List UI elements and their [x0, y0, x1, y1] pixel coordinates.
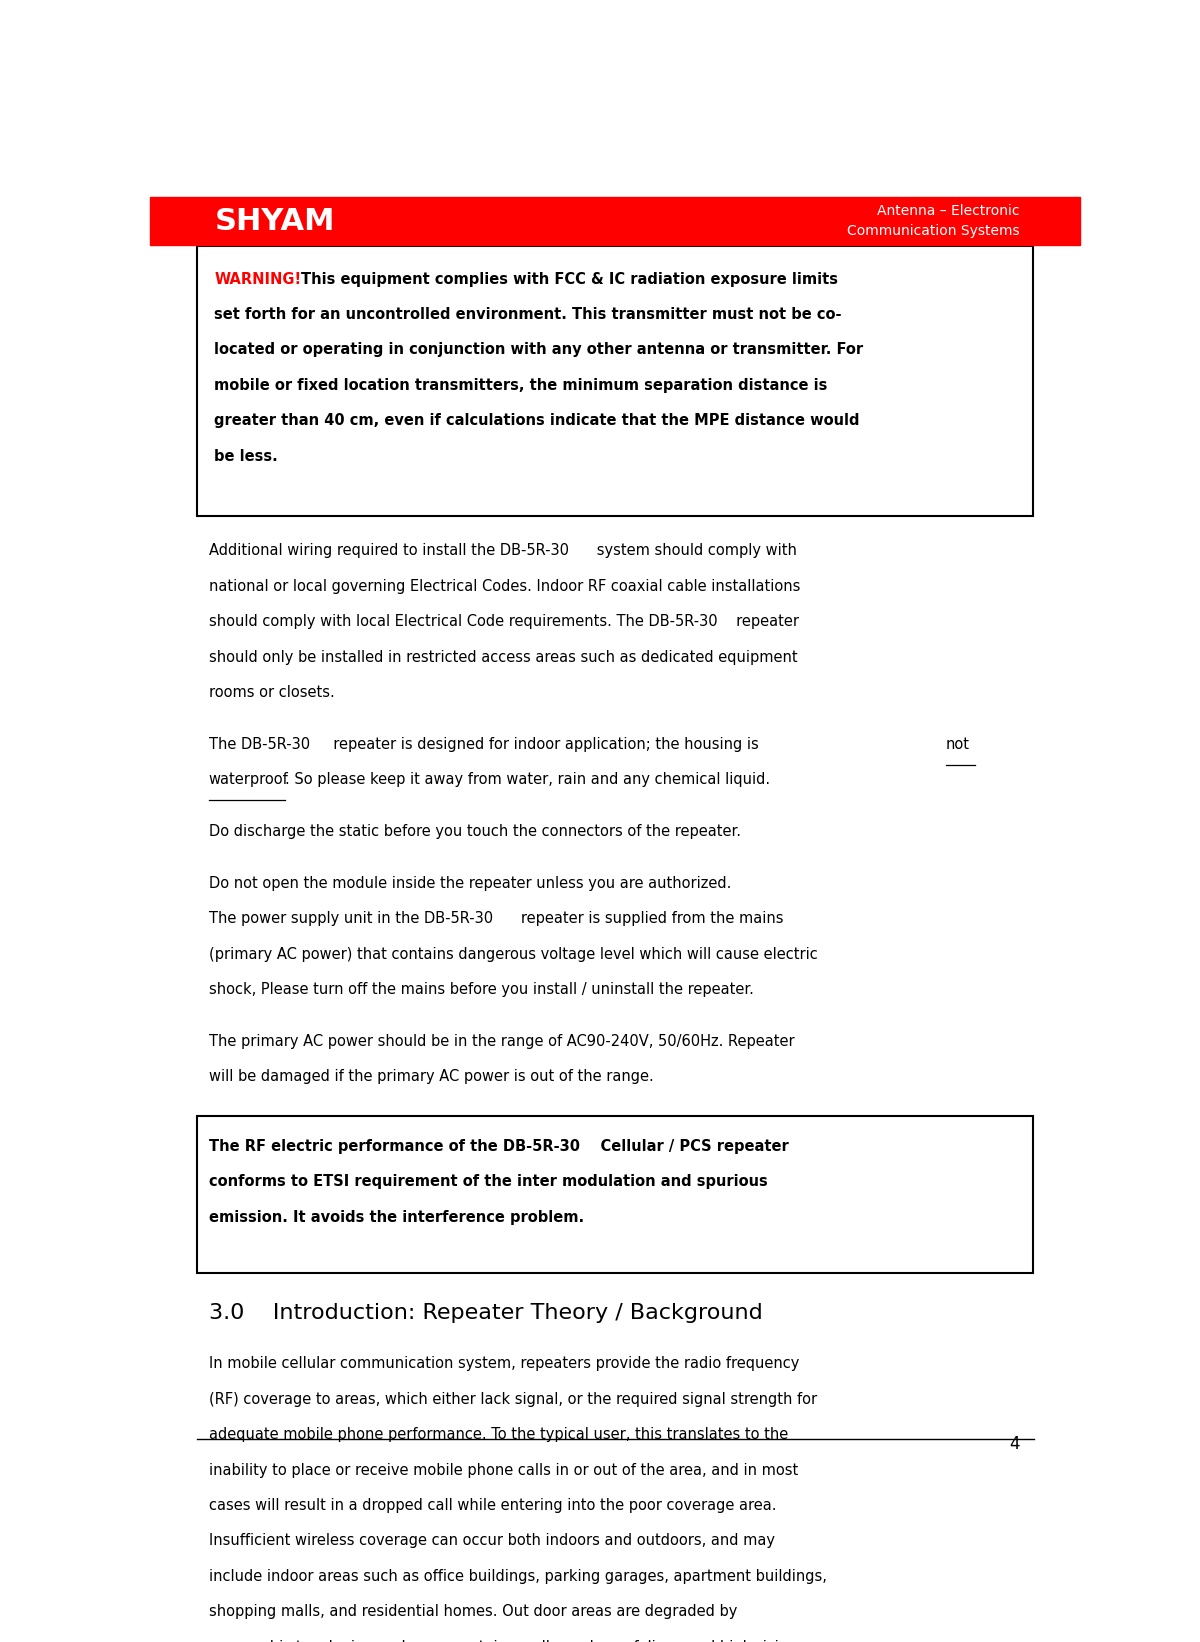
Text: Insufficient wireless coverage can occur both indoors and outdoors, and may: Insufficient wireless coverage can occur…	[209, 1534, 774, 1548]
FancyBboxPatch shape	[198, 1117, 1032, 1273]
Text: In mobile cellular communication system, repeaters provide the radio frequency: In mobile cellular communication system,…	[209, 1356, 799, 1371]
Text: 4: 4	[1009, 1435, 1020, 1453]
Text: Additional wiring required to install the DB-5R-30      system should comply wit: Additional wiring required to install th…	[209, 544, 797, 558]
Text: located or operating in conjunction with any other antenna or transmitter. For: located or operating in conjunction with…	[214, 343, 863, 358]
Text: Do not open the module inside the repeater unless you are authorized.: Do not open the module inside the repeat…	[209, 875, 731, 892]
Text: WARNING!: WARNING!	[214, 271, 301, 287]
Text: conforms to ETSI requirement of the inter modulation and spurious: conforms to ETSI requirement of the inte…	[209, 1174, 767, 1189]
Text: Do discharge the static before you touch the connectors of the repeater.: Do discharge the static before you touch…	[209, 824, 740, 839]
Text: The DB-5R-30     repeater is designed for indoor application; the housing is: The DB-5R-30 repeater is designed for in…	[209, 737, 763, 752]
Text: national or local governing Electrical Codes. Indoor RF coaxial cable installati: national or local governing Electrical C…	[209, 580, 800, 594]
Text: The primary AC power should be in the range of AC90-240V, 50/60Hz. Repeater: The primary AC power should be in the ra…	[209, 1034, 794, 1049]
Text: . So please keep it away from water, rain and any chemical liquid.: . So please keep it away from water, rai…	[284, 772, 770, 787]
Text: The power supply unit in the DB-5R-30      repeater is supplied from the mains: The power supply unit in the DB-5R-30 re…	[209, 911, 784, 926]
Text: should comply with local Electrical Code requirements. The DB-5R-30    repeater: should comply with local Electrical Code…	[209, 614, 798, 629]
Text: not: not	[946, 737, 970, 752]
Text: greater than 40 cm, even if calculations indicate that the MPE distance would: greater than 40 cm, even if calculations…	[214, 414, 859, 429]
FancyBboxPatch shape	[198, 246, 1032, 516]
Text: include indoor areas such as office buildings, parking garages, apartment buildi: include indoor areas such as office buil…	[209, 1568, 827, 1585]
Text: rooms or closets.: rooms or closets.	[209, 685, 335, 699]
Text: set forth for an uncontrolled environment. This transmitter must not be co-: set forth for an uncontrolled environmen…	[214, 307, 841, 322]
Text: mobile or fixed location transmitters, the minimum separation distance is: mobile or fixed location transmitters, t…	[214, 378, 828, 392]
Text: The RF electric performance of the DB-5R-30    Cellular / PCS repeater: The RF electric performance of the DB-5R…	[209, 1140, 788, 1154]
Bar	[150, 197, 1080, 245]
Text: cases will result in a dropped call while entering into the poor coverage area.: cases will result in a dropped call whil…	[209, 1498, 776, 1512]
Text: 3.0    Introduction: Repeater Theory / Background: 3.0 Introduction: Repeater Theory / Back…	[209, 1304, 762, 1323]
Text: waterproof: waterproof	[209, 772, 288, 787]
Text: (primary AC power) that contains dangerous voltage level which will cause electr: (primary AC power) that contains dangero…	[209, 947, 817, 962]
Text: will be damaged if the primary AC power is out of the range.: will be damaged if the primary AC power …	[209, 1069, 653, 1084]
Text: be less.: be less.	[214, 448, 278, 463]
Text: (RF) coverage to areas, which either lack signal, or the required signal strengt: (RF) coverage to areas, which either lac…	[209, 1392, 817, 1407]
Text: SHYAM: SHYAM	[215, 207, 336, 235]
Text: adequate mobile phone performance. To the typical user, this translates to the: adequate mobile phone performance. To th…	[209, 1427, 788, 1442]
Text: should only be installed in restricted access areas such as dedicated equipment: should only be installed in restricted a…	[209, 650, 797, 665]
Text: Antenna – Electronic
Communication Systems: Antenna – Electronic Communication Syste…	[847, 204, 1020, 238]
Text: shock, Please turn off the mains before you install / uninstall the repeater.: shock, Please turn off the mains before …	[209, 982, 754, 997]
Text: This equipment complies with FCC & IC radiation exposure limits: This equipment complies with FCC & IC ra…	[301, 271, 838, 287]
Text: geographic topologies such as mountains, valleys, dense foliage and high rising: geographic topologies such as mountains,…	[209, 1640, 797, 1642]
Text: shopping malls, and residential homes. Out door areas are degraded by: shopping malls, and residential homes. O…	[209, 1604, 737, 1619]
Text: emission. It avoids the interference problem.: emission. It avoids the interference pro…	[209, 1210, 583, 1225]
Text: inability to place or receive mobile phone calls in or out of the area, and in m: inability to place or receive mobile pho…	[209, 1463, 798, 1478]
